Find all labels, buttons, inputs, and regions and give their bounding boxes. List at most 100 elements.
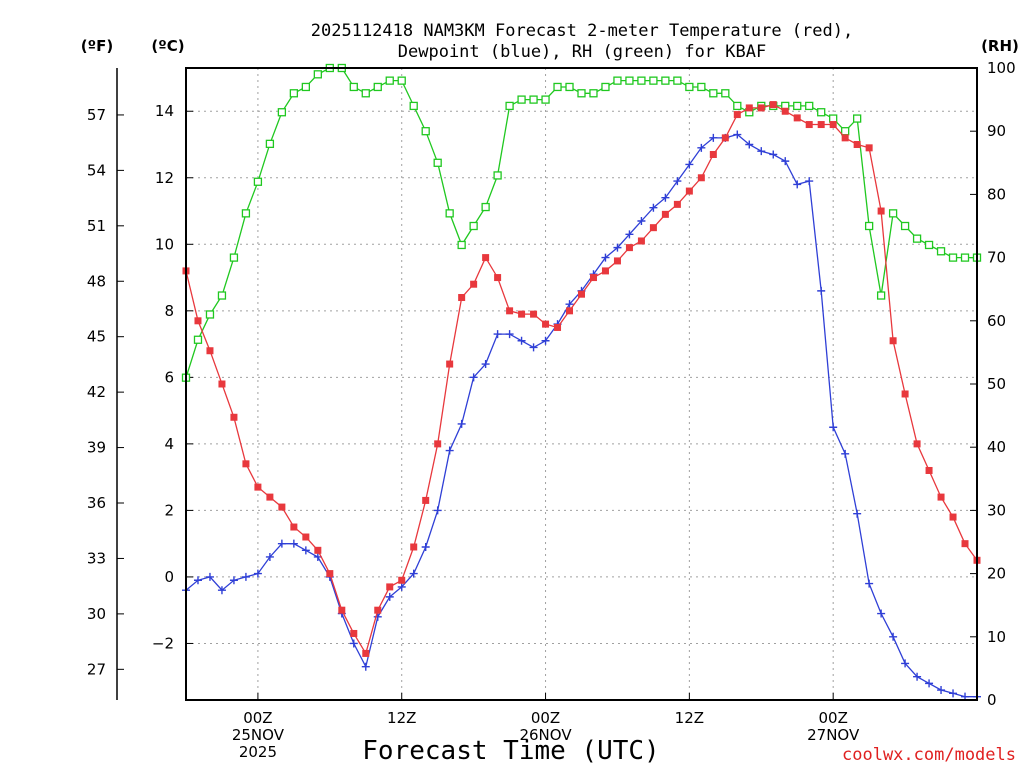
temperature-point [841,134,849,142]
temperature-point [374,606,382,614]
rh-point [673,76,682,85]
rh-point [265,139,275,148]
rh-point [697,82,706,92]
rh-point [912,234,922,243]
rh-point [361,89,370,98]
temperature-point [278,503,286,511]
dewpoint-point [901,659,910,668]
rh-point [864,221,874,231]
dewpoint-point [625,230,634,239]
dewpoint-point [505,330,514,339]
credit-text: coolwx.com/models [842,745,1016,765]
dewpoint-point [445,446,454,455]
c-tick-label: −2 [152,634,174,652]
dewpoint-point [373,612,382,621]
temperature-point [901,390,909,398]
temperature-point [230,413,238,421]
rh-point [229,253,239,262]
rh-tick-label: 90 [987,122,1006,140]
dewpoint-point [361,662,370,671]
rh-point [613,76,622,85]
dewpoint-point [193,576,202,585]
f-tick-label: 36 [87,494,106,512]
rh-point [553,82,562,92]
rh-point [481,202,490,212]
rh-tick-label: 60 [987,312,1006,330]
dewpoint-point [565,300,574,309]
temperature-point [805,121,813,129]
rh-point [709,89,718,98]
dewpoint-point [229,576,238,585]
c-tick-label: 4 [164,435,174,453]
rh-point [948,253,958,262]
dewpoint-point [805,177,814,186]
rh-point [529,95,538,104]
dewpoint-point [637,217,646,226]
series-line-dewpoint [185,133,977,698]
temperature-point [506,307,514,315]
temperature-point [338,606,346,614]
dewpoint-point [397,582,406,591]
dewpoint-point [709,133,718,142]
dewpoint-point [889,632,898,641]
f-tick-label: 42 [87,383,106,401]
series-line-temperature [185,103,978,656]
temperature-point [482,254,490,262]
temperature-point [254,483,262,491]
rh-point [397,76,406,85]
rh-point [601,82,610,92]
temperature-point [398,576,406,584]
temperature-point [625,244,633,252]
temperature-point [709,150,717,158]
rh-point [505,101,514,111]
chart-title-line1: 2025112418 NAM3KM Forecast 2-meter Tempe… [311,21,853,41]
temperature-point [518,310,526,318]
rh-point [433,158,442,167]
dewpoint-point [265,552,274,561]
c-tick-label: 8 [164,302,174,320]
dewpoint-point [481,360,490,369]
rh-axis: 0 10 20 30 40 50 60 70 80 90 100 [970,59,1016,709]
dewpoint-point [457,419,466,428]
dewpoint-point [301,546,310,555]
rh-point [493,171,502,180]
temperature-point [673,200,681,208]
dewpoint-point [877,609,886,618]
rh-point [924,240,934,250]
temperature-point [566,307,574,315]
temperature-point [362,649,370,657]
f-tick-label: 54 [87,161,106,179]
rh-unit-label: (RH) [981,37,1019,55]
dewpoint-point [949,689,958,698]
rh-point [301,82,310,92]
c-tick-label: 0 [164,568,174,586]
celsius-unit-label: (ºC) [151,37,184,55]
temperature-point [697,174,705,182]
rh-point [637,76,646,85]
rh-point [421,127,430,136]
rh-point [205,310,215,319]
time-tick-label: 00Z [531,709,560,727]
rh-point [900,221,910,231]
temperature-point [781,107,789,115]
rh-point [661,76,670,85]
temperature-point [386,583,394,591]
temperature-point [458,294,466,302]
dewpoint-point [541,336,550,345]
dewpoint-point [685,160,694,169]
rh-point [793,101,802,111]
rh-point [385,76,394,85]
rh-point [577,89,586,98]
gridlines [186,68,977,700]
dewpoint-point [313,552,322,561]
temperature-point [745,104,753,112]
f-tick-label: 33 [87,549,106,567]
rh-tick-label: 80 [987,185,1006,203]
rh-point [721,89,730,98]
time-tick-label: 26NOV [519,726,572,744]
fahrenheit-unit-label: (ºF) [81,37,113,55]
dewpoint-point [817,286,826,295]
rh-point [829,114,838,123]
temperature-point [769,101,777,109]
